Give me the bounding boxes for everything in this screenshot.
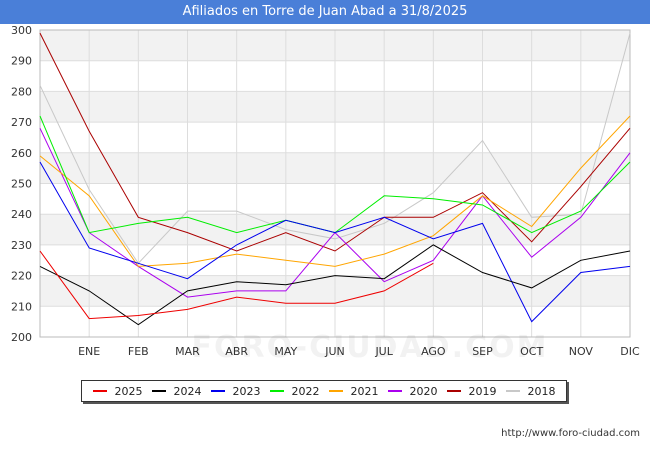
legend-label: 2022 [291, 384, 320, 398]
x-tick-label: JUN [324, 345, 345, 358]
y-tick-label: 280 [11, 85, 32, 98]
legend-swatch [328, 390, 343, 392]
legend-swatch [446, 390, 461, 392]
legend-swatch [269, 390, 284, 392]
legend-item-2019: 2019 [446, 384, 497, 398]
x-tick-label: NOV [569, 345, 594, 358]
legend-swatch [92, 390, 107, 392]
series-lines [39, 32, 631, 326]
series-line-2019 [39, 32, 631, 252]
legend-label: 2019 [468, 384, 497, 398]
x-tick-label: MAR [175, 345, 200, 358]
legend-item-2021: 2021 [328, 384, 379, 398]
plot-border [39, 29, 631, 338]
legend-item-2020: 2020 [387, 384, 438, 398]
legend-label: 2020 [409, 384, 438, 398]
x-tick-label: AGO [421, 345, 446, 358]
legend-label: 2023 [232, 384, 261, 398]
y-tick-label: 260 [11, 147, 32, 160]
legend-swatch [151, 390, 166, 392]
y-tick-label: 270 [11, 116, 32, 129]
legend-item-2025: 2025 [92, 384, 143, 398]
legend-item-2023: 2023 [210, 384, 261, 398]
y-tick-label: 240 [11, 208, 32, 221]
x-tick-label: DIC [620, 345, 640, 358]
legend-swatch [505, 390, 520, 392]
series-line-2021 [39, 115, 631, 267]
x-tick-label: FEB [128, 345, 149, 358]
legend-item-2024: 2024 [151, 384, 202, 398]
x-tick-label: SEP [472, 345, 493, 358]
tick-labels: 200 210 220 230 240 250 260 270 280 290 300 ENE FEB M… [11, 24, 640, 358]
legend-swatch [210, 390, 225, 392]
legend-label: 2018 [527, 384, 556, 398]
x-tick-label: OCT [520, 345, 543, 358]
y-tick-label: 290 [11, 55, 32, 68]
y-tick-label: 220 [11, 270, 32, 283]
legend-swatch [387, 390, 402, 392]
footer-url[interactable]: http://www.foro-ciudad.com [501, 428, 640, 439]
y-tick-label: 250 [11, 178, 32, 191]
y-tick-label: 230 [11, 239, 32, 252]
axes [39, 29, 631, 338]
x-tick-label: ABR [225, 345, 248, 358]
legend-item-2018: 2018 [505, 384, 556, 398]
legend-label: 2025 [114, 384, 143, 398]
x-tick-label: ENE [78, 345, 100, 358]
series-line-2024 [39, 244, 631, 326]
legend-label: 2024 [173, 384, 202, 398]
x-tick-label: MAY [274, 345, 297, 358]
chart-title: Afiliados en Torre de Juan Abad a 31/8/2… [0, 0, 650, 24]
legend-label: 2021 [350, 384, 379, 398]
watermark: FORO-CIUDAD.COM [191, 330, 549, 365]
y-tick-label: 300 [11, 24, 32, 37]
series-line-2023 [39, 161, 631, 323]
y-tick-label: 200 [11, 331, 32, 344]
y-tick-label: 210 [11, 300, 32, 313]
series-line-2025 [39, 250, 434, 320]
legend-item-2022: 2022 [269, 384, 320, 398]
legend: 2025 2024 2023 2022 2021 2020 2019 2018 [81, 380, 567, 402]
x-tick-label: JUL [374, 345, 393, 358]
